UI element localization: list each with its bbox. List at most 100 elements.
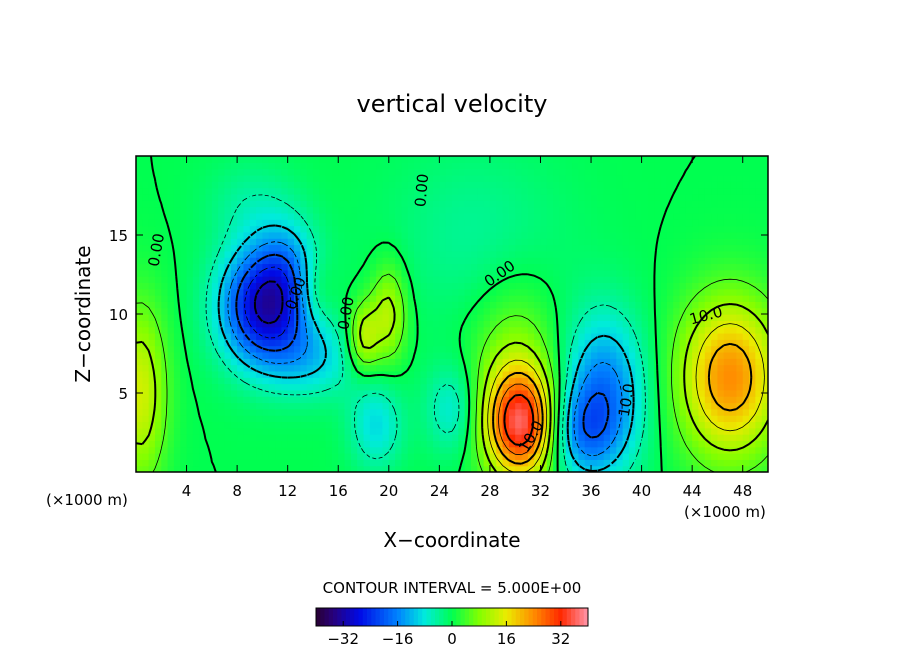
heatmap-cell <box>256 219 263 227</box>
heatmap-cell <box>433 415 440 423</box>
heatmap-cell <box>622 339 630 347</box>
heatmap-cell <box>287 244 295 252</box>
heatmap-cell <box>527 320 535 328</box>
heatmap-cell <box>483 364 491 372</box>
heatmap-cell <box>628 453 636 460</box>
heatmap-cell <box>711 225 719 233</box>
heatmap-cell <box>464 257 472 265</box>
heatmap-cell <box>433 314 440 321</box>
heatmap-cell <box>502 250 510 258</box>
heatmap-cell <box>287 370 295 378</box>
heatmap-cell <box>312 465 320 472</box>
heatmap-cell <box>647 320 655 328</box>
heatmap-cell <box>142 389 150 397</box>
heatmap-cell <box>610 225 617 233</box>
heatmap-cell <box>692 440 700 448</box>
heatmap-cell <box>711 320 719 328</box>
heatmap-cell <box>584 206 592 214</box>
heatmap-cell <box>287 168 295 176</box>
heatmap-cell <box>508 307 516 315</box>
heatmap-cell <box>186 383 194 391</box>
heatmap-cell <box>578 181 586 189</box>
heatmap-cell <box>559 168 567 176</box>
heatmap-cell <box>275 263 282 271</box>
heatmap-cell <box>192 295 200 302</box>
heatmap-cell <box>584 244 592 252</box>
heatmap-cell <box>736 459 744 467</box>
heatmap-cell <box>180 383 188 391</box>
heatmap-cell <box>344 181 352 189</box>
heatmap-cell <box>167 396 175 404</box>
heatmap-cell <box>287 440 295 448</box>
heatmap-cell <box>433 345 440 353</box>
heatmap-cell <box>369 465 377 472</box>
heatmap-cell <box>376 459 384 467</box>
heatmap-cell <box>363 351 371 359</box>
heatmap-cell <box>376 219 384 227</box>
heatmap-cell <box>572 364 579 372</box>
heatmap-cell <box>205 320 213 328</box>
heatmap-cell <box>376 288 384 296</box>
heatmap-cell <box>610 212 617 220</box>
heatmap-cell <box>388 257 396 265</box>
heatmap-cell <box>704 453 712 460</box>
heatmap-cell <box>312 168 320 176</box>
heatmap-cell <box>692 314 700 321</box>
heatmap-cell <box>180 389 188 397</box>
heatmap-cell <box>565 257 573 265</box>
heatmap-cell <box>723 225 731 233</box>
heatmap-cell <box>224 434 232 441</box>
heatmap-cell <box>515 332 523 340</box>
heatmap-cell <box>312 181 320 189</box>
heatmap-cell <box>331 288 339 296</box>
heatmap-cell <box>256 465 263 472</box>
heatmap-cell <box>312 326 320 334</box>
heatmap-cell <box>350 200 358 208</box>
heatmap-cell <box>534 434 542 441</box>
heatmap-cell <box>489 174 497 182</box>
heatmap-cell <box>704 364 712 372</box>
heatmap-cell <box>294 402 301 410</box>
heatmap-cell <box>407 377 415 385</box>
heatmap-cell <box>445 244 453 252</box>
heatmap-cell <box>319 269 327 277</box>
heatmap-cell <box>717 320 725 328</box>
heatmap-cell <box>704 446 712 454</box>
heatmap-cell <box>685 257 693 265</box>
heatmap-cell <box>736 377 744 385</box>
heatmap-cell <box>622 276 630 283</box>
heatmap-cell <box>186 219 194 227</box>
heatmap-cell <box>218 389 226 397</box>
heatmap-cell <box>407 345 415 353</box>
heatmap-cell <box>331 225 339 233</box>
heatmap-cell <box>224 326 232 334</box>
heatmap-cell <box>237 181 245 189</box>
heatmap-cell <box>433 257 440 265</box>
heatmap-cell <box>439 364 447 372</box>
heatmap-cell <box>704 358 712 366</box>
heatmap-cell <box>401 320 409 328</box>
heatmap-cell <box>325 326 333 334</box>
heatmap-cell <box>635 193 643 201</box>
heatmap-cell <box>319 219 327 227</box>
heatmap-cell <box>591 402 598 410</box>
heatmap-cell <box>616 225 624 233</box>
heatmap-cell <box>464 263 472 271</box>
heatmap-cell <box>452 339 459 347</box>
heatmap-cell <box>433 295 440 302</box>
heatmap-cell <box>376 238 384 246</box>
heatmap-cell <box>376 263 384 271</box>
heatmap-cell <box>154 238 162 246</box>
heatmap-cell <box>641 276 649 283</box>
heatmap-cell <box>205 250 213 258</box>
heatmap-cell <box>483 212 491 220</box>
heatmap-cell <box>742 465 750 472</box>
heatmap-cell <box>761 206 768 214</box>
heatmap-cell <box>312 212 320 220</box>
heatmap-cell <box>382 427 390 435</box>
heatmap-cell <box>572 156 579 163</box>
heatmap-cell <box>572 212 579 220</box>
heatmap-cell <box>224 446 232 454</box>
heatmap-cell <box>312 421 320 429</box>
heatmap-cell <box>243 396 251 404</box>
